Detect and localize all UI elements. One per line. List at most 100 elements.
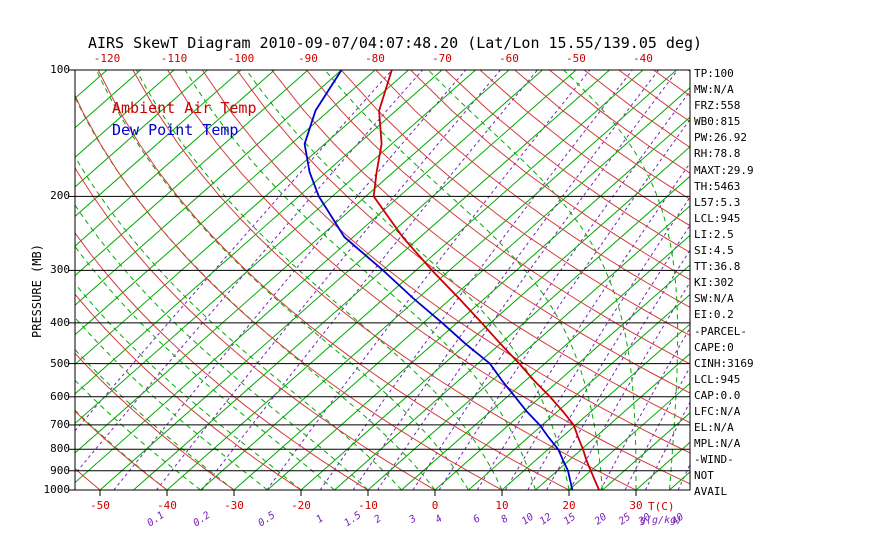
stat-line: MAXT:29.9 [694,163,754,177]
moist-adiabat-line [75,204,369,490]
stat-line: NOT [694,469,714,483]
mixing-ratio-line [527,224,690,490]
stat-line: RH:78.8 [694,147,741,161]
isotherm-line [568,382,690,490]
stat-line: AVAIL [694,485,728,499]
isotherm-line [75,70,175,159]
stats-panel: TP:100 MW:N/A FRZ:558 WB0:815 PW:26.92 RH:78.… [694,66,754,501]
isotherm-line [367,205,690,490]
dry-adiabat-line [75,352,235,490]
mixing-ratio-line [546,249,690,490]
pressure-axis-label: PRESSURE (MB) [30,244,44,338]
mixing-ratio-line [476,162,690,490]
isotherm-line [75,70,275,247]
moist-adiabat-line [95,70,469,490]
stat-line: -WIND- [694,453,734,467]
dewpoint-profile-line [303,70,574,490]
mixing-ratio-line [201,70,538,490]
dry-adiabat-line [167,70,690,485]
mixing-ratio-line [377,70,679,490]
stat-line: LCL:945 [694,211,741,225]
dry-adiabat-line [653,70,690,97]
stat-line: TP:100 [694,67,734,80]
plot-field [75,70,690,490]
stat-line: CINH:3169 [694,356,754,370]
mixing-ratio-line [266,70,591,490]
temp-unit-label: T(C) [648,500,675,513]
moist-adiabat-line [75,282,302,490]
dry-adiabat-line [410,70,690,281]
legend-ambient-temp: Ambient Air Temp [112,99,257,117]
dry-adiabat-line [271,70,690,394]
isotherm-line [75,70,208,188]
isotherm-line [75,70,476,425]
isotherm-line [501,323,690,490]
moist-adiabat-line [75,155,402,490]
dry-adiabat-line [306,70,690,365]
mixing-ratio-line [412,90,690,490]
dry-adiabat-line [97,70,570,490]
dry-adiabat-line [75,166,436,490]
isotherm-line [468,293,690,490]
stat-line: EL:N/A [694,421,734,435]
isotherm-line [401,234,690,490]
chart-title: AIRS SkewT Diagram 2010-09-07/04:07:48.2… [87,34,703,52]
moist-adiabat-line [75,348,235,490]
legend-dew-point: Dew Point Temp [112,121,239,139]
dry-adiabat-line [75,231,369,490]
stat-line: CAPE:0 [694,340,734,354]
stat-line: CAP:0.0 [694,388,741,402]
mixing-ratio-line [319,70,633,490]
isotherm-line [75,70,409,365]
isotherm-line [535,353,690,490]
isotherm-line [99,70,577,490]
dry-adiabat-line [132,70,637,490]
isotherm-line [75,70,443,395]
stat-line: PW:26.92 [694,131,747,145]
mixing-ratio-line [156,70,501,490]
moist-adiabat-line [75,245,335,490]
isotherm-line [200,70,677,490]
isotherm-line [75,70,108,99]
stat-line: L57:5.3 [694,195,741,209]
stat-line: MW:N/A [694,83,734,97]
mixing-ratio-line [75,70,423,475]
isotherm-line [75,70,510,454]
isotherm-line [75,70,309,277]
mixing-unit-label: g(g/kg) [640,515,683,526]
isotherm-line [75,70,242,218]
stat-line: LFC:N/A [694,404,741,418]
moist-adiabat-line [245,70,570,490]
dry-adiabat-line [340,70,690,336]
moist-adiabat-line [324,70,603,490]
stat-line: TH:5463 [694,179,741,193]
plot-frame [74,69,691,491]
dry-adiabat-line [75,93,503,490]
dry-adiabat-line [75,293,302,490]
isotherm-line [233,86,690,490]
stat-line: LCL:945 [694,372,741,386]
dry-adiabat-line [75,410,168,490]
stat-line: LI:2.5 [694,227,734,241]
moist-adiabat-line [135,70,503,490]
dry-adiabat-line [444,70,690,254]
stat-line: -PARCEL- [694,324,747,338]
isotherm-line [75,70,376,336]
dry-adiabat-line [75,467,101,490]
moist-adiabat-line [75,379,201,490]
dry-adiabat-line [201,70,690,454]
isotherm-line [334,175,690,490]
stat-line: TT:36.8 [694,260,741,274]
stat-line: SW:N/A [694,292,734,306]
isotherm-line [267,116,690,490]
stat-line: MPL:N/A [694,437,741,451]
moist-adiabat-line [75,316,268,490]
moist-adiabat-line [427,70,637,490]
stat-line: WB0:815 [694,115,741,129]
dry-adiabat-line [514,70,690,200]
stat-line: FRZ:558 [694,99,741,113]
stat-line: SI:4.5 [694,244,734,258]
moist-adiabat-line [563,70,679,490]
